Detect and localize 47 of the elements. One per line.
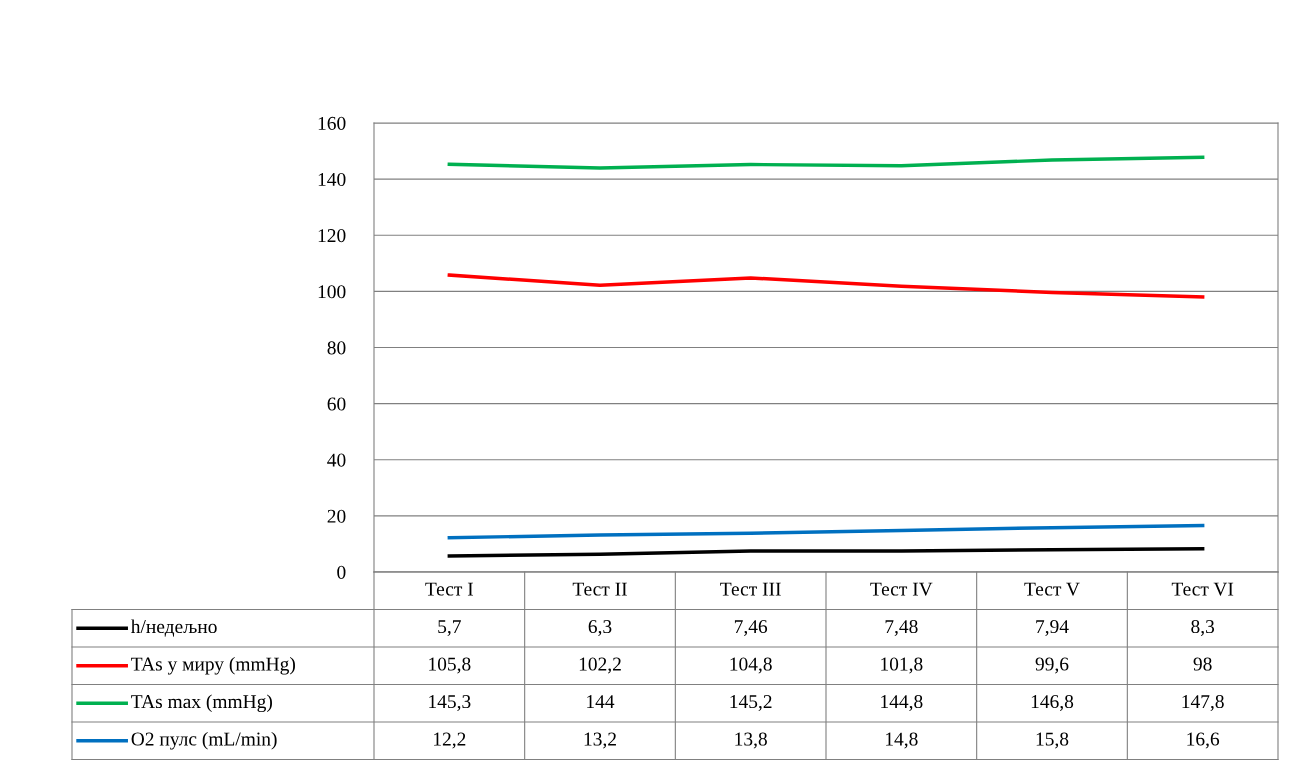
data-label: 16,6 — [1187, 732, 1220, 749]
data-label: 104,8 — [730, 657, 772, 674]
data-label: 99,6 — [1035, 657, 1069, 674]
line-series — [447, 523, 1205, 540]
y-tick-label: 40 — [327, 453, 346, 467]
line-series — [447, 155, 1205, 170]
data-label: 13,2 — [584, 732, 616, 749]
data-label: 13,8 — [735, 732, 767, 749]
y-tick-label: 140 — [318, 172, 346, 187]
data-label: 98 — [1193, 657, 1212, 671]
data-label: 7,48 — [885, 620, 918, 636]
data-label: 5,7 — [438, 620, 461, 636]
x-tick-label: Тест VI — [1171, 582, 1234, 596]
data-label: 6,3 — [588, 620, 612, 636]
line-series — [447, 546, 1205, 558]
line-series — [447, 273, 1205, 299]
y-tick-label: 100 — [318, 285, 346, 299]
data-label: 8,3 — [1191, 620, 1215, 636]
legend-label: O2 пулс (mL/min) — [131, 731, 277, 750]
data-label: 15,8 — [1036, 732, 1069, 749]
legend-label: TAs max (mmHg) — [131, 694, 272, 713]
data-label: 144 — [587, 695, 615, 708]
data-label: 14,8 — [886, 732, 918, 749]
x-tick-label: Тест IV — [870, 582, 933, 596]
legend-label: h/недељно — [130, 619, 217, 637]
data-label: 146,8 — [1031, 695, 1074, 711]
x-tick-label: Тест II — [572, 582, 627, 596]
x-tick-label: Тест V — [1024, 582, 1080, 596]
data-label: 147,8 — [1182, 695, 1224, 711]
y-tick-label: 20 — [327, 509, 346, 523]
legend-label: TAs у миру (mmHg) — [131, 656, 295, 675]
data-label: 101,8 — [881, 657, 923, 674]
data-label: 144,8 — [881, 695, 923, 711]
data-label: 7,46 — [734, 620, 768, 636]
data-label: 105,8 — [429, 657, 471, 674]
data-label: 7,94 — [1036, 620, 1069, 636]
y-tick-label: 160 — [318, 116, 346, 130]
data-label: 145,3 — [429, 695, 471, 711]
x-tick-label: Тест III — [720, 582, 781, 596]
x-tick-label: Тест I — [425, 582, 474, 596]
data-label: 102,2 — [579, 657, 621, 674]
data-label: 12,2 — [434, 732, 466, 749]
y-tick-label: 60 — [327, 397, 346, 411]
y-tick-label: 120 — [318, 229, 346, 243]
y-tick-label: 80 — [327, 341, 346, 355]
data-label: 145,2 — [730, 695, 772, 711]
y-tick-label: 0 — [337, 565, 346, 579]
